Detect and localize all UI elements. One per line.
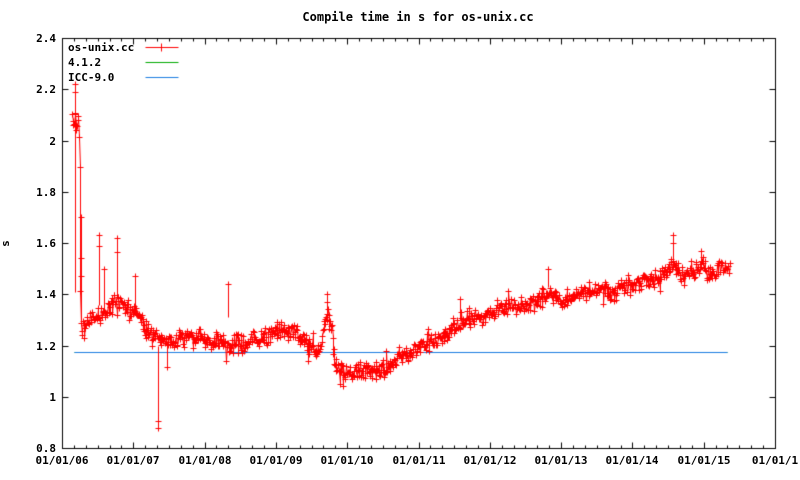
x-tick-label: 01/01/13 bbox=[534, 454, 588, 467]
y-tick-label: 2.2 bbox=[36, 83, 56, 96]
legend-label-os-unix-cc: os-unix.cc bbox=[68, 41, 135, 54]
y-tick-label: 1.6 bbox=[36, 237, 56, 250]
x-tick-label: 01/01/11 bbox=[392, 454, 446, 467]
legend-label-4-1-2: 4.1.2 bbox=[68, 56, 102, 69]
legend-label-icc-9-0: ICC-9.0 bbox=[68, 71, 115, 84]
x-tick-label: 01/01/09 bbox=[249, 454, 303, 467]
x-tick-label: 01/01/15 bbox=[677, 454, 731, 467]
x-tick-label: 01/01/12 bbox=[463, 454, 517, 467]
y-axis-label: s bbox=[0, 240, 12, 247]
x-tick-label: 01/01/1 bbox=[751, 454, 799, 467]
x-tick-label: 01/01/07 bbox=[106, 454, 160, 467]
x-tick-label: 01/01/06 bbox=[35, 454, 89, 467]
y-tick-label: 1.8 bbox=[36, 186, 56, 199]
x-tick-label: 01/01/10 bbox=[320, 454, 374, 467]
y-tick-label: 0.8 bbox=[36, 442, 56, 455]
y-tick-label: 1.2 bbox=[36, 340, 56, 353]
x-tick-label: 01/01/14 bbox=[605, 454, 659, 467]
y-tick-label: 1.4 bbox=[36, 288, 56, 301]
chart-title: Compile time in s for os-unix.cc bbox=[302, 10, 534, 24]
y-tick-label: 2 bbox=[49, 135, 56, 148]
x-tick-label: 01/01/08 bbox=[178, 454, 232, 467]
y-tick-label: 2.4 bbox=[36, 32, 56, 45]
y-tick-label: 1 bbox=[49, 391, 56, 404]
